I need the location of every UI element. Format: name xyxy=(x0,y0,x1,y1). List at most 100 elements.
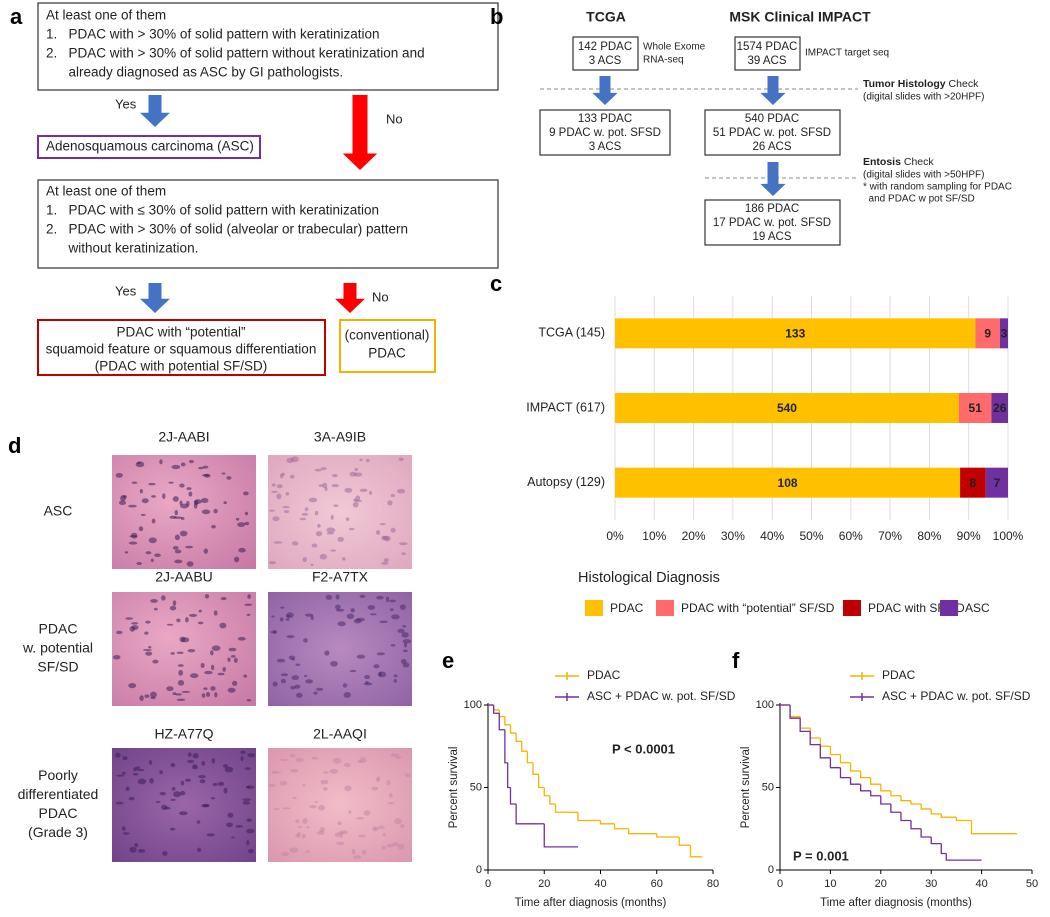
histology-texture xyxy=(371,786,379,791)
histology-texture xyxy=(226,476,232,480)
histology-texture xyxy=(279,780,288,786)
histology-texture xyxy=(131,481,138,484)
histology-texture xyxy=(187,752,192,757)
histology-texture xyxy=(240,756,244,762)
histology-texture xyxy=(276,484,283,489)
y-axis-label: Percent survival xyxy=(740,747,752,829)
arrow xyxy=(140,95,170,127)
histology-texture xyxy=(186,561,194,567)
survival-step xyxy=(880,784,891,792)
legend-label: ASC xyxy=(965,601,990,615)
histology-image xyxy=(112,455,256,569)
bar-segment xyxy=(958,393,992,423)
histology-texture xyxy=(139,695,144,701)
survival-step xyxy=(930,837,942,845)
x-tick-label: 10 xyxy=(824,878,836,890)
histology-texture xyxy=(291,541,299,546)
histology-texture xyxy=(292,796,297,800)
histology-texture xyxy=(310,563,314,566)
histology-texture xyxy=(189,613,198,618)
histology-texture xyxy=(246,785,250,788)
bar-label: 108 xyxy=(778,476,798,490)
asc-box xyxy=(37,135,261,159)
histology-texture xyxy=(402,662,410,668)
histology-texture xyxy=(235,517,240,521)
histology-texture xyxy=(273,541,283,544)
histology-texture xyxy=(196,820,201,824)
histology-texture xyxy=(137,778,147,785)
x-tick-label: 40 xyxy=(975,878,987,890)
histology-texture xyxy=(219,622,227,629)
histology-texture xyxy=(180,462,186,467)
survival-step xyxy=(870,790,881,797)
histology-texture xyxy=(246,828,255,834)
histology-texture xyxy=(356,817,365,820)
survival-step xyxy=(849,762,861,772)
histology-texture xyxy=(375,530,381,535)
criteria-box xyxy=(37,179,499,269)
histology-texture xyxy=(271,483,276,487)
histology-texture xyxy=(354,467,359,472)
check-rest: Check xyxy=(901,156,934,168)
histology-texture xyxy=(181,690,191,693)
histology-texture xyxy=(286,612,294,619)
x-tick-label: 20 xyxy=(875,878,887,890)
histology-texture xyxy=(246,839,250,846)
y-tick-label: 0 xyxy=(476,864,482,876)
potential-text: PDAC with “potential” xyxy=(116,325,245,340)
histology-texture xyxy=(389,608,394,612)
x-tick-label: 0 xyxy=(485,878,491,890)
histology-texture xyxy=(172,545,179,550)
x-tick-label: 0% xyxy=(606,529,624,543)
histology-texture xyxy=(150,558,154,563)
criteria-text: At least one of them xyxy=(46,8,166,23)
x-axis-label: Time after diagnosis (months) xyxy=(820,897,972,909)
histology-texture xyxy=(334,832,340,837)
row-label: (Grade 3) xyxy=(28,824,88,840)
histology-texture xyxy=(320,467,327,471)
row-label: differentiated xyxy=(18,786,99,802)
histology-texture xyxy=(330,549,337,552)
histology-texture xyxy=(296,692,303,698)
histology-texture xyxy=(179,530,188,537)
survival-step xyxy=(849,777,861,785)
survival-step xyxy=(498,713,505,731)
histology-texture xyxy=(398,457,404,461)
survival-step xyxy=(509,724,517,734)
arrow xyxy=(592,76,618,105)
histology-texture xyxy=(290,768,299,773)
x-tick-label: 60% xyxy=(839,529,863,543)
histology-texture xyxy=(390,527,396,533)
histology-texture xyxy=(211,645,221,651)
histology-texture xyxy=(115,752,121,758)
histology-texture xyxy=(223,787,228,794)
histology-texture xyxy=(132,773,139,776)
histology-texture xyxy=(269,561,276,565)
histology-texture xyxy=(305,850,310,853)
survival-step xyxy=(532,762,539,775)
check-bold: Entosis xyxy=(863,156,901,168)
histology-texture xyxy=(210,664,215,671)
histology-texture xyxy=(389,792,393,798)
histology-texture xyxy=(302,557,307,563)
asc-text: Adenosquamous carcinoma (ASC) xyxy=(46,139,254,154)
survival-step xyxy=(799,718,811,733)
histology-texture xyxy=(134,842,139,848)
bar-label: 26 xyxy=(993,401,1007,415)
histology-texture xyxy=(369,613,377,616)
panel-label: b xyxy=(490,4,503,29)
survival-step xyxy=(809,728,821,739)
histology-texture xyxy=(289,474,295,479)
count-box xyxy=(704,109,841,156)
x-tick-label: 20 xyxy=(538,878,550,890)
histology-texture xyxy=(230,655,236,658)
criteria-text: already diagnosed as ASC by GI pathologi… xyxy=(46,65,343,80)
survival-step xyxy=(945,853,982,861)
histology-texture xyxy=(367,604,376,611)
histology-texture xyxy=(115,801,124,805)
histology-texture xyxy=(168,481,174,484)
criteria-text: 2. PDAC with > 30% of solid (alveolar or… xyxy=(46,222,408,237)
histology-texture xyxy=(162,493,166,499)
histology-texture xyxy=(128,541,138,545)
criteria-text: without keratinization. xyxy=(46,241,198,256)
